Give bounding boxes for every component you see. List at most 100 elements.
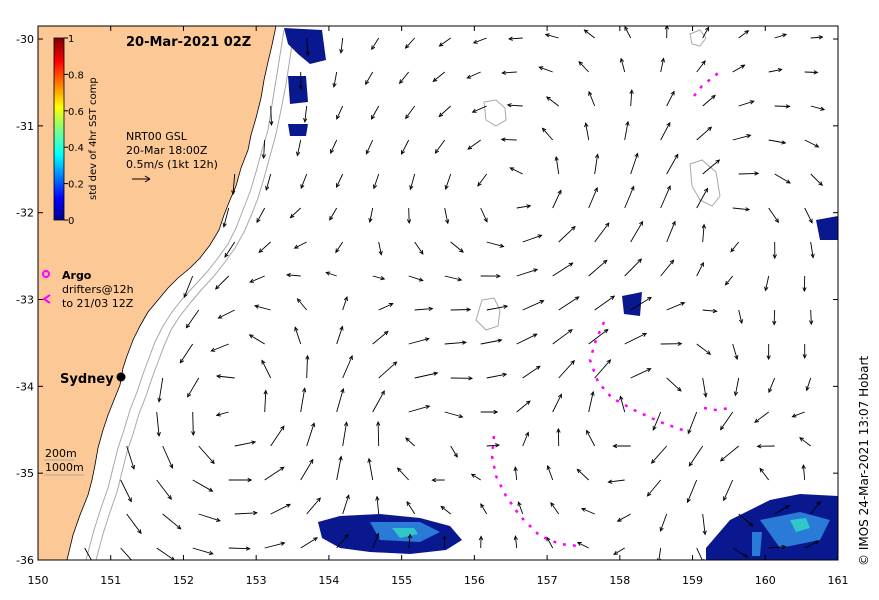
- current-vector-head: [378, 250, 383, 256]
- current-vector: [405, 437, 416, 447]
- current-vector: [162, 513, 181, 530]
- current-vector-head: [820, 106, 826, 111]
- current-vector-head: [701, 223, 707, 229]
- current-vector: [522, 300, 544, 311]
- current-vector-head: [642, 332, 648, 337]
- current-vector: [588, 187, 598, 209]
- current-vector: [405, 105, 416, 119]
- current-vector: [624, 186, 635, 209]
- current-vector: [444, 411, 463, 418]
- current-vector-head: [127, 497, 132, 503]
- drifter-track: [703, 406, 731, 412]
- current-vector: [473, 37, 487, 44]
- current-vector-head: [303, 117, 308, 123]
- current-vector-head: [619, 57, 625, 63]
- current-vector-head: [743, 553, 749, 558]
- current-vector-head: [607, 479, 613, 484]
- current-vector: [702, 27, 709, 39]
- current-vector: [444, 275, 462, 281]
- current-vector-head: [501, 70, 507, 75]
- current-vector-head: [442, 534, 447, 540]
- current-vector: [296, 139, 302, 156]
- current-vector: [409, 173, 416, 190]
- current-vector: [372, 390, 385, 413]
- current-vector-head: [471, 108, 477, 113]
- current-vector-head: [550, 501, 555, 507]
- current-vector: [408, 338, 429, 345]
- current-vector-head: [671, 220, 676, 226]
- current-vector-head: [715, 159, 721, 164]
- current-vector-head: [478, 535, 484, 541]
- current-vector: [377, 421, 380, 447]
- current-vector: [660, 513, 668, 532]
- current-vector: [472, 105, 487, 113]
- current-vector: [372, 275, 385, 280]
- current-vector: [414, 372, 438, 379]
- current-vector: [702, 224, 705, 243]
- current-vector: [371, 105, 380, 120]
- current-vector-head: [330, 149, 334, 155]
- current-vector: [336, 456, 342, 481]
- current-vector: [330, 139, 338, 154]
- lon-tick-label: 159: [682, 574, 703, 587]
- current-vector: [810, 173, 823, 186]
- lat-tick-label: -34: [16, 380, 34, 393]
- current-vector: [486, 373, 507, 379]
- current-vector: [372, 533, 380, 549]
- current-vector: [546, 96, 559, 107]
- current-vector: [218, 309, 235, 319]
- current-vector: [720, 411, 734, 430]
- lon-tick-label: 155: [391, 574, 412, 587]
- current-vector-head: [425, 404, 431, 410]
- current-vector: [401, 139, 410, 155]
- current-vector: [774, 33, 787, 39]
- current-vector: [552, 394, 562, 413]
- current-vector-head: [453, 452, 458, 458]
- current-vector-head: [558, 393, 562, 399]
- current-vector-head: [629, 89, 634, 94]
- current-vector: [804, 207, 813, 224]
- current-vector: [584, 29, 595, 39]
- current-vector-head: [392, 361, 398, 366]
- current-vector-head: [372, 184, 378, 190]
- current-vector-head: [191, 431, 196, 437]
- current-vector: [336, 105, 344, 120]
- current-vector-head: [576, 468, 582, 474]
- current-vector-head: [434, 148, 440, 154]
- current-vector-head: [613, 550, 619, 555]
- current-vector-head: [345, 494, 350, 500]
- current-vector: [249, 275, 265, 283]
- current-vector: [435, 139, 446, 154]
- current-vector: [183, 275, 194, 298]
- current-vector-head: [590, 390, 595, 396]
- current-vector-head: [440, 505, 446, 511]
- current-vector: [368, 458, 374, 481]
- current-vector: [438, 105, 452, 117]
- current-vector-head: [396, 467, 402, 473]
- current-time-label: 20-Mar 18:00Z: [126, 144, 208, 157]
- current-vector: [792, 411, 805, 418]
- current-vector: [399, 71, 410, 84]
- current-vector-head: [674, 153, 679, 159]
- current-vector: [249, 334, 265, 345]
- current-vector-head: [418, 277, 424, 282]
- plot-frame: [37, 25, 839, 561]
- current-vector-head: [706, 350, 712, 355]
- drifters-label: drifters@12h: [62, 283, 134, 296]
- current-vector-head: [280, 425, 285, 431]
- current-vector: [666, 91, 675, 107]
- current-vector-head: [639, 220, 644, 226]
- current-vector-head: [734, 355, 739, 361]
- current-vector: [734, 377, 740, 396]
- current-vector-head: [93, 565, 96, 569]
- current-vector-head: [686, 498, 691, 504]
- current-vector-head: [263, 389, 268, 395]
- current-vector-head: [546, 464, 551, 470]
- current-vector-head: [428, 306, 434, 311]
- current-vector-head: [383, 330, 389, 336]
- current-vector-head: [401, 149, 405, 155]
- current-vector-head: [336, 183, 340, 189]
- current-vector: [765, 275, 770, 291]
- current-vector-head: [809, 320, 814, 326]
